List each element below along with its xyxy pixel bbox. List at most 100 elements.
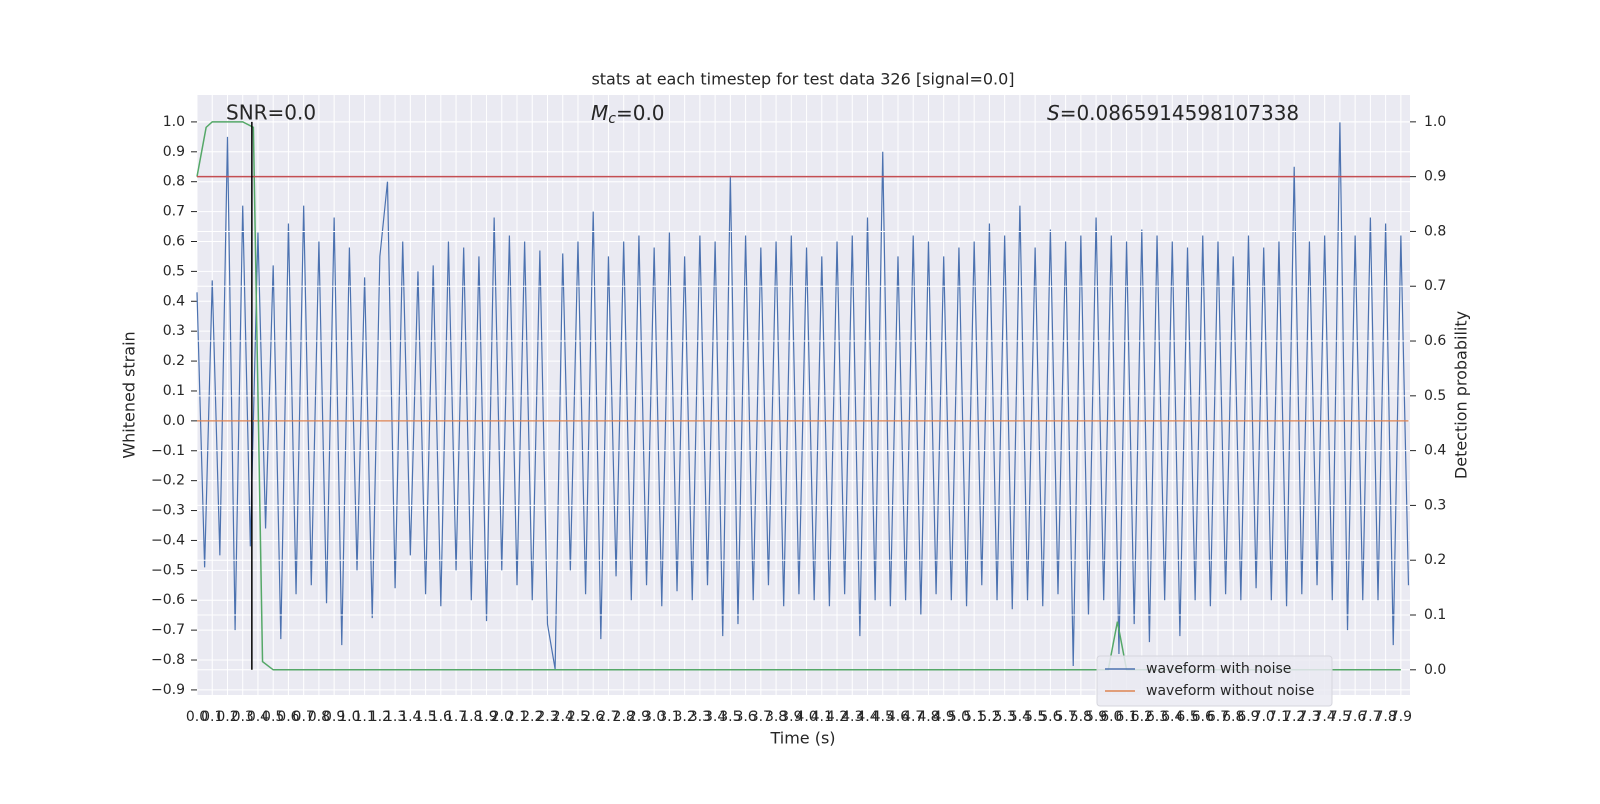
x-tick-label: 2.6 xyxy=(582,709,604,725)
y-tick-label: −0.7 xyxy=(151,622,185,638)
x-tick-label: 4.3 xyxy=(841,709,863,725)
y-tick-label: 0.4 xyxy=(163,293,185,309)
y2-tick-label: 0.0 xyxy=(1424,662,1446,678)
x-tick-label: 3.4 xyxy=(704,709,726,725)
x-tick-label: 3.3 xyxy=(689,709,711,725)
y-tick-label: 0.7 xyxy=(163,204,185,220)
x-tick-label: 7.7 xyxy=(1359,709,1381,725)
x-tick-label: 4.5 xyxy=(872,709,894,725)
annotation-text: =0.0 xyxy=(616,101,665,125)
x-tick-label: 6.6 xyxy=(1192,709,1214,725)
x-tick-label: 5.4 xyxy=(1009,709,1031,725)
x-tick-label: 3.1 xyxy=(658,709,680,725)
x-tick-label: 7.3 xyxy=(1298,709,1320,725)
x-tick-label: 4.9 xyxy=(933,709,955,725)
x-tick-label: 1.4 xyxy=(399,709,421,725)
x-tick-label: 0.1 xyxy=(201,709,223,725)
x-tick-label: 5.3 xyxy=(994,709,1016,725)
x-axis-label: Time (s) xyxy=(769,729,835,748)
x-tick-label: 0.7 xyxy=(293,709,315,725)
y-tick-label: 1.0 xyxy=(163,114,185,130)
y-tick-label: 0.0 xyxy=(163,413,185,429)
x-tick-label: 4.1 xyxy=(811,709,833,725)
x-tick-label: 5.7 xyxy=(1054,709,1076,725)
legend-box xyxy=(1096,655,1333,707)
x-tick-label: 6.9 xyxy=(1237,709,1259,725)
x-tick-label: 7.6 xyxy=(1344,709,1366,725)
x-tick-label: 6.8 xyxy=(1222,709,1244,725)
x-tick-label: 1.7 xyxy=(445,709,467,725)
x-tick-label: 1.5 xyxy=(414,709,436,725)
y2-tick-label: 0.3 xyxy=(1424,497,1446,513)
x-tick-label: 4.0 xyxy=(795,709,817,725)
x-tick-label: 4.7 xyxy=(902,709,924,725)
annotation-subscript: c xyxy=(608,111,616,127)
x-tick-label: 5.0 xyxy=(948,709,970,725)
chart-title: stats at each timestep for test data 326… xyxy=(591,70,1014,89)
x-tick-label: 3.7 xyxy=(750,709,772,725)
x-tick-label: 7.1 xyxy=(1268,709,1290,725)
marks xyxy=(196,121,1410,671)
x-tick-label: 7.8 xyxy=(1374,709,1396,725)
annotation-symbol: M xyxy=(591,101,608,125)
x-tick-label: 1.8 xyxy=(460,709,482,725)
annotation: S=0.0865914598107338 xyxy=(1047,101,1299,125)
y2-tick-label: 0.4 xyxy=(1424,443,1446,459)
x-tick-label: 2.7 xyxy=(597,709,619,725)
x-tick-label: 7.2 xyxy=(1283,709,1305,725)
y-tick-label: −0.3 xyxy=(151,503,185,519)
x-tick-label: 2.8 xyxy=(613,709,635,725)
y-tick-label: 0.5 xyxy=(163,263,185,279)
x-tick-label: 6.0 xyxy=(1100,709,1122,725)
x-tick-label: 3.0 xyxy=(643,709,665,725)
x-tick-label: 0.6 xyxy=(277,709,299,725)
x-tick-label: 2.5 xyxy=(567,709,589,725)
x-tick-label: 1.9 xyxy=(475,709,497,725)
y-tick-label: 0.1 xyxy=(163,383,185,399)
x-tick-label: 5.2 xyxy=(978,709,1000,725)
x-tick-label: 3.6 xyxy=(734,709,756,725)
x-tick-label: 4.2 xyxy=(826,709,848,725)
x-tick-label: 6.2 xyxy=(1131,709,1153,725)
y-tick-label: 0.3 xyxy=(163,323,185,339)
x-tick-label: 5.1 xyxy=(963,709,985,725)
y2-tick-label: 0.2 xyxy=(1424,552,1446,568)
y-tick-label: −0.8 xyxy=(151,652,185,668)
series-line xyxy=(196,121,1401,671)
y-tick-label: 0.2 xyxy=(163,353,185,369)
x-tick-label: 3.5 xyxy=(719,709,741,725)
x-tick-label: 6.4 xyxy=(1161,709,1183,725)
y-tick-label: −0.1 xyxy=(151,443,185,459)
y2-tick-label: 1.0 xyxy=(1424,114,1446,130)
x-tick-label: 0.4 xyxy=(247,709,269,725)
x-tick-label: 0.8 xyxy=(308,709,330,725)
x-tick-label: 6.5 xyxy=(1176,709,1198,725)
y-tick-label: −0.6 xyxy=(151,592,185,608)
x-tick-label: 2.1 xyxy=(506,709,528,725)
x-tick-label: 1.1 xyxy=(353,709,375,725)
x-tick-label: 2.0 xyxy=(491,709,513,725)
y-axis-label: Whitened strain xyxy=(120,331,139,458)
x-tick-label: 7.5 xyxy=(1329,709,1351,725)
x-tick-label: 0.3 xyxy=(232,709,254,725)
x-tick-label: 6.1 xyxy=(1115,709,1137,725)
x-tick-label: 5.5 xyxy=(1024,709,1046,725)
y2-tick-label: 0.7 xyxy=(1424,278,1446,294)
x-tick-label: 6.3 xyxy=(1146,709,1168,725)
y2-tick-label: 0.6 xyxy=(1424,333,1446,349)
y-tick-label: 0.8 xyxy=(163,174,185,190)
annotation: Mc=0.0 xyxy=(591,101,665,128)
x-tick-label: 0.9 xyxy=(323,709,345,725)
x-tick-label: 1.0 xyxy=(338,709,360,725)
y2-tick-label: 0.9 xyxy=(1424,169,1446,185)
x-tick-label: 6.7 xyxy=(1207,709,1229,725)
x-tick-label: 5.6 xyxy=(1039,709,1061,725)
y-tick-label: 0.6 xyxy=(163,233,185,249)
x-tick-label: 4.8 xyxy=(917,709,939,725)
x-tick-label: 1.2 xyxy=(369,709,391,725)
x-tick-label: 1.3 xyxy=(384,709,406,725)
x-tick-label: 7.4 xyxy=(1314,709,1336,725)
x-tick-label: 4.4 xyxy=(856,709,878,725)
